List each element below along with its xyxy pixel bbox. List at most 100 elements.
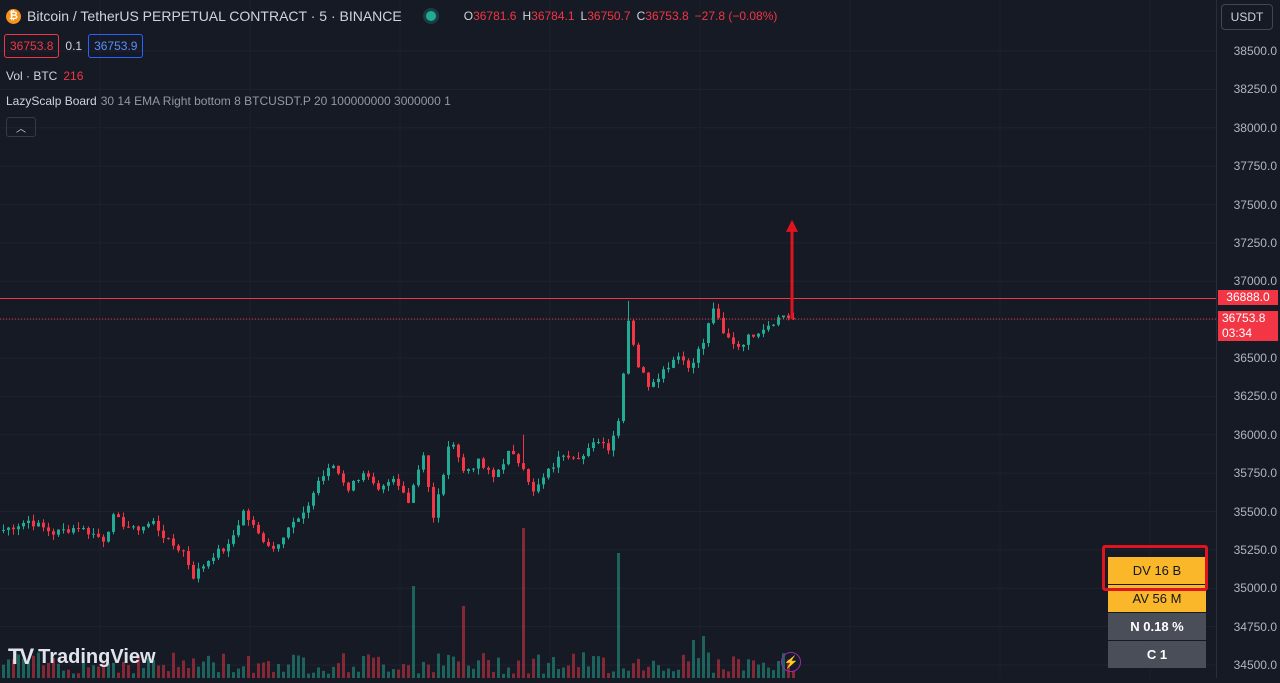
volume-legend[interactable]: Vol · BTC 216 <box>6 69 83 83</box>
collapse-legend-button[interactable]: ︿ <box>6 117 36 137</box>
candle-body <box>502 464 505 470</box>
volume-bar <box>462 606 465 678</box>
candle-body <box>772 324 775 326</box>
volume-bar <box>232 672 235 678</box>
candle-body <box>347 482 350 491</box>
last-price-label: 36753.8 03:34 <box>1218 311 1278 342</box>
volume-bar <box>452 656 455 678</box>
volume-bar <box>302 657 305 678</box>
volume-bar <box>202 661 205 678</box>
volume-bar <box>42 665 45 678</box>
volume-bar <box>582 652 585 678</box>
candle-body <box>177 545 180 551</box>
candle-body <box>157 520 160 531</box>
volume-bar <box>407 665 410 678</box>
candle-body <box>787 315 790 318</box>
chart-area[interactable] <box>0 0 1216 678</box>
candle-body <box>537 484 540 492</box>
volume-bar <box>702 636 705 678</box>
ohlc-value: 36750.7 <box>587 9 631 23</box>
volume-bar <box>62 670 65 678</box>
candle-body <box>222 548 225 552</box>
price-tick-label: 35250.0 <box>1233 542 1277 557</box>
buy-button[interactable]: 36753.9 <box>88 34 144 58</box>
candle-body <box>292 521 295 528</box>
candle-body <box>617 421 620 436</box>
volume-bar <box>82 659 85 678</box>
volume-bar <box>347 672 350 678</box>
price-tick-label: 38500.0 <box>1233 44 1277 58</box>
candle-body <box>722 317 725 334</box>
volume-bar <box>197 666 200 678</box>
symbol-title[interactable]: Bitcoin / TetherUS PERPETUAL CONTRACT · … <box>27 8 402 24</box>
candle-body <box>472 468 475 470</box>
candle-body <box>142 526 145 531</box>
price-axis[interactable]: 38500.0 38250.0 38000.0 37750.0 37500.0 37250… <box>1216 0 1280 678</box>
volume-bar <box>412 586 415 678</box>
volume-bar <box>422 661 425 678</box>
market-status-icon[interactable] <box>425 11 436 21</box>
candle-body <box>12 527 15 530</box>
volume-bar <box>472 668 475 678</box>
indicator-params: 30 14 EMA Right bottom 8 BTCUSDT.P 20 10… <box>100 94 451 108</box>
volume-bar <box>192 658 195 678</box>
candle-body <box>647 372 650 387</box>
tradingview-logo[interactable]: TV TradingView <box>8 644 156 670</box>
volume-bar <box>67 669 70 678</box>
volume-bar <box>602 657 605 678</box>
indicator-legend[interactable]: LazyScalp Board 30 14 EMA Right bottom 8 … <box>6 94 451 108</box>
candle-body <box>412 485 415 503</box>
volume-bar <box>27 662 30 678</box>
volume-bar <box>752 660 755 678</box>
candle-body <box>232 535 235 544</box>
lightning-icon[interactable]: ⚡ <box>781 652 801 672</box>
volume-bar <box>517 660 520 678</box>
candle-body <box>362 473 365 481</box>
volume-bar <box>632 663 635 678</box>
price-chart[interactable] <box>0 0 1216 678</box>
volume-bar <box>217 672 220 678</box>
candle-body <box>367 473 370 477</box>
currency-select[interactable]: USDT <box>1221 4 1273 30</box>
sell-button[interactable]: 36753.8 <box>4 34 60 58</box>
price-tick-label: 36250.0 <box>1233 389 1277 404</box>
candle-body <box>767 325 770 330</box>
volume-bar <box>152 660 155 678</box>
volume-bar <box>467 665 470 678</box>
candle-body <box>82 527 85 529</box>
candle-body <box>477 458 480 469</box>
candle-body <box>672 359 675 368</box>
volume-bar <box>187 667 190 678</box>
candle-body <box>247 510 250 520</box>
volume-bar <box>2 664 5 678</box>
ohlc-value: 36781.6 <box>473 9 517 23</box>
candle-body <box>387 482 390 486</box>
candle-body <box>72 528 75 533</box>
chevron-up-icon: ︿ <box>16 123 26 135</box>
candle-body <box>152 520 155 524</box>
candle-body <box>582 455 585 460</box>
volume-bar <box>697 658 700 678</box>
candle-body <box>317 480 320 494</box>
candle-body <box>747 334 750 345</box>
volume-bar <box>22 658 25 678</box>
candle-body <box>777 317 780 325</box>
volume-bar <box>292 654 295 678</box>
volume-bar <box>522 528 525 678</box>
candle-body <box>492 469 495 478</box>
symbol-legend[interactable]: ₿ Bitcoin / TetherUS PERPETUAL CONTRACT … <box>6 8 777 24</box>
volume-bar <box>372 657 375 678</box>
candle-body <box>87 527 90 535</box>
candle-body <box>227 543 230 552</box>
candle-body <box>532 481 535 492</box>
candle-body <box>202 566 205 569</box>
volume-bar <box>127 665 130 678</box>
candle-body <box>97 533 100 537</box>
volume-bar <box>57 663 60 678</box>
volume-value: 216 <box>63 69 84 83</box>
candle-body <box>507 450 510 465</box>
volume-bar <box>482 653 485 678</box>
candle-body <box>127 526 130 528</box>
candle-body <box>52 531 55 535</box>
volume-bar <box>12 659 15 678</box>
